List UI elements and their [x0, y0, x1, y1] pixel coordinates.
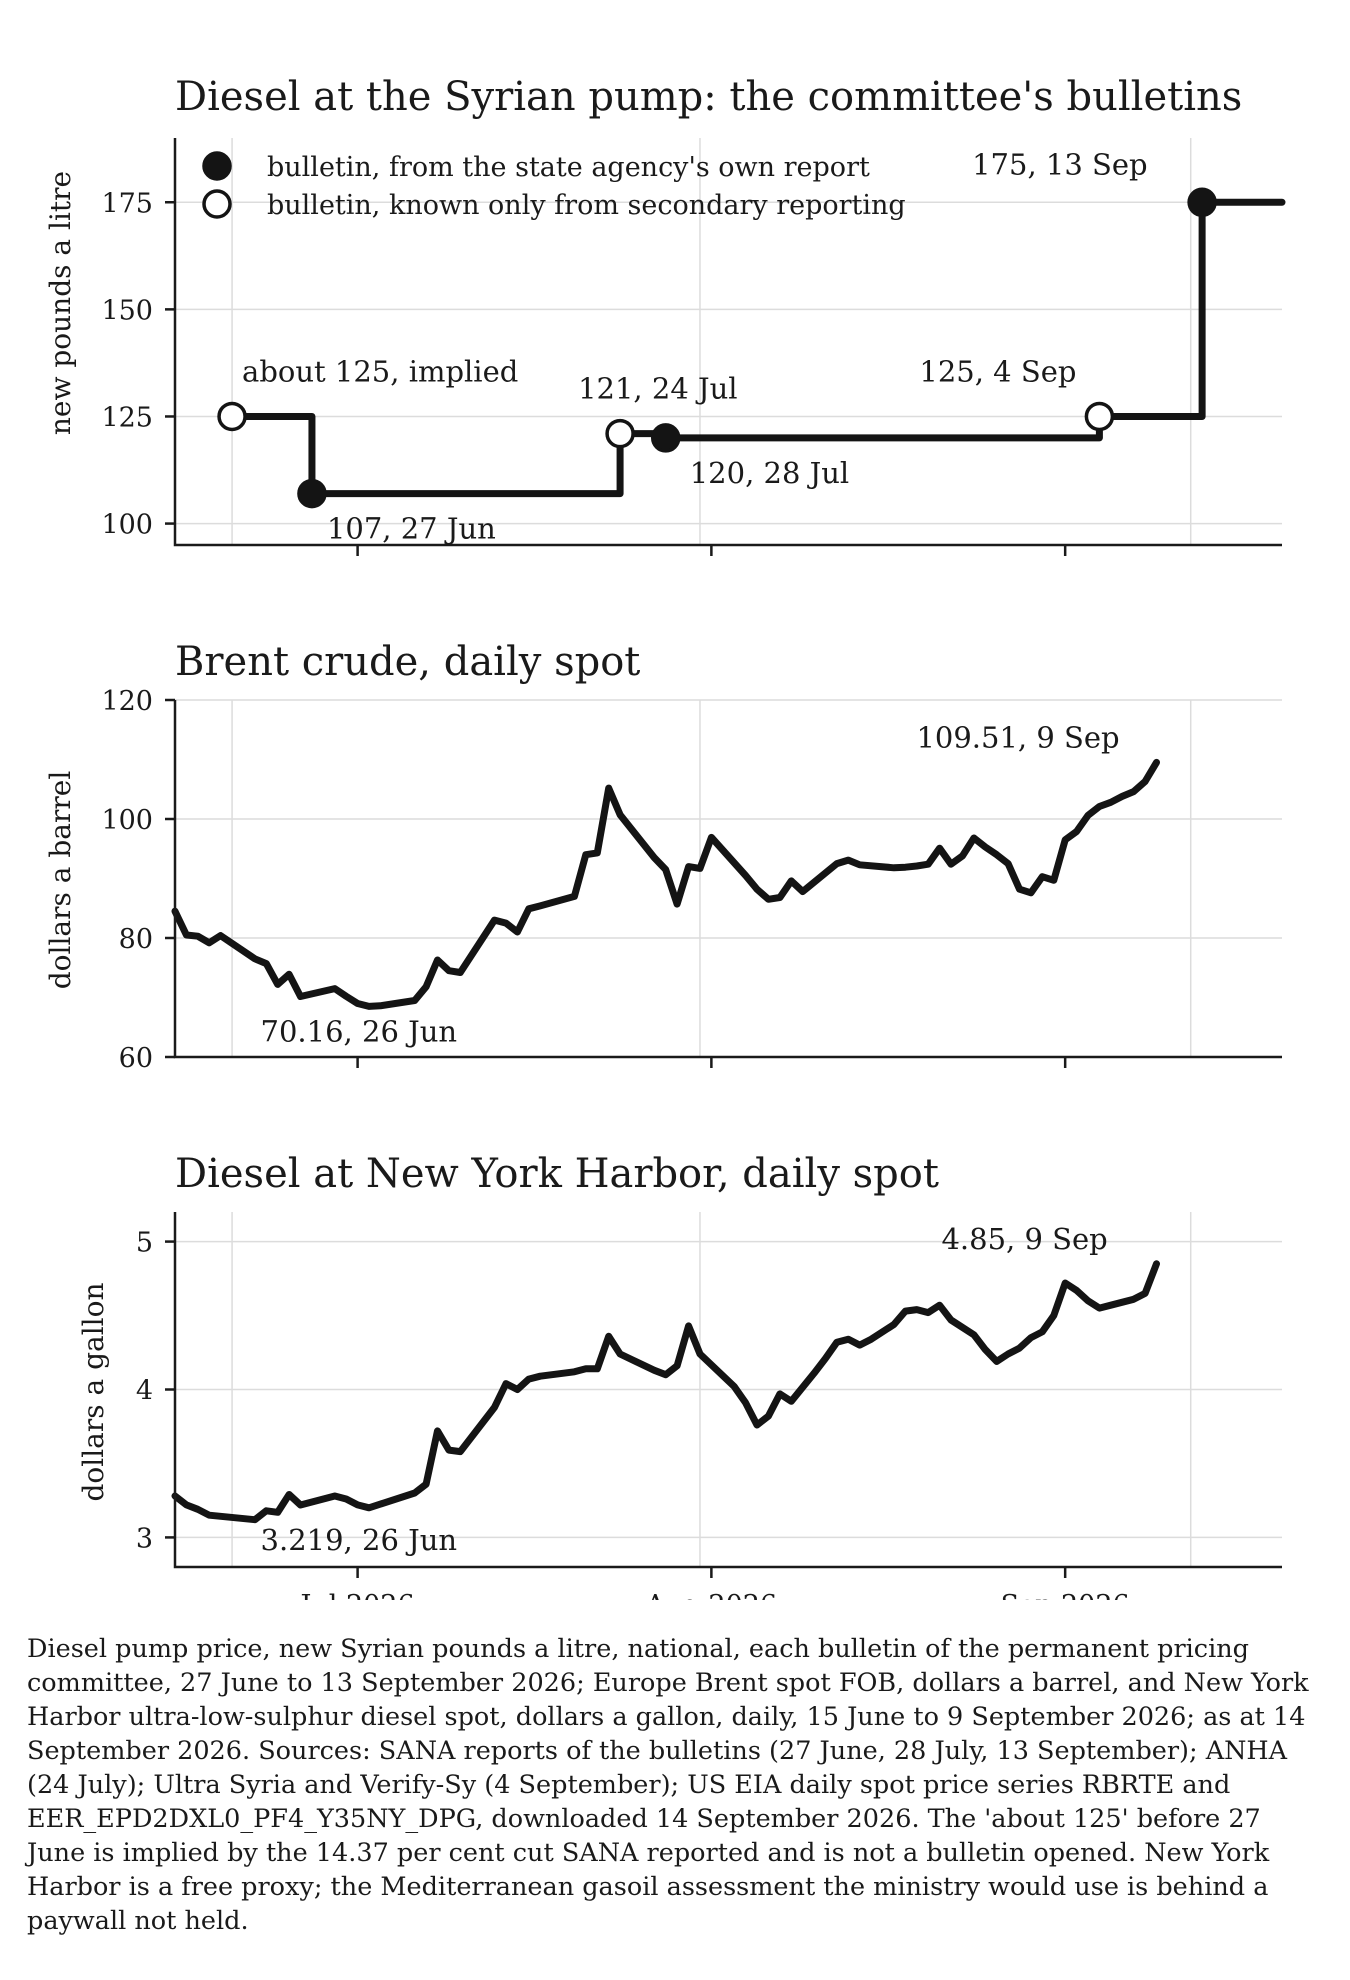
- panel-ny-harbor: Diesel at New York Harbor, daily spot 3 4…: [77, 1151, 1282, 1600]
- y-tick-label: 175: [101, 188, 153, 219]
- point-label: 175, 13 Sep: [972, 147, 1148, 181]
- point-label: 109.51, 9 Sep: [916, 720, 1119, 754]
- legend-entry-filled: bulletin, from the state agency's own re…: [267, 152, 870, 183]
- point-labels: 3.219, 26 Jun 4.85, 9 Sep: [261, 1222, 1108, 1557]
- point-label: 120, 28 Jul: [690, 456, 850, 490]
- bulletin-marker-open: [217, 401, 247, 432]
- point-label: 70.16, 26 Jun: [261, 1015, 458, 1049]
- y-tick-label: 125: [101, 402, 153, 433]
- bulletin-marker-filled: [650, 423, 681, 453]
- x-axis-ticks: [356, 1057, 1067, 1068]
- y-tick-label: 4: [136, 1376, 153, 1407]
- bulletin-marker-open: [1084, 401, 1115, 432]
- legend-entry-open: bulletin, known only from secondary repo…: [267, 190, 906, 221]
- legend-filled-marker: [202, 151, 232, 181]
- series-line: [171, 758, 1160, 1010]
- x-axis-ticks: [356, 545, 1067, 556]
- y-tick-label: 150: [101, 295, 153, 326]
- series-line: [171, 1260, 1160, 1524]
- point-label: 4.85, 9 Sep: [941, 1222, 1107, 1256]
- y-tick-label: 100: [101, 805, 153, 836]
- point-label: 121, 24 Jul: [578, 372, 738, 406]
- y-tick-label: 60: [119, 1043, 153, 1074]
- axes-spine: [173, 700, 1282, 1059]
- bulletin-marker-filled: [1187, 187, 1217, 218]
- legend: bulletin, from the state agency's own re…: [202, 151, 906, 221]
- x-tick-label: Sep 2026: [1001, 1590, 1130, 1600]
- point-labels: 70.16, 26 Jun 109.51, 9 Sep: [261, 720, 1120, 1048]
- legend-open-marker: [202, 189, 232, 219]
- y-tick-label: 5: [136, 1228, 153, 1259]
- chart-title: Diesel at New York Harbor, daily spot: [175, 1151, 939, 1197]
- y-tick-label: 100: [101, 510, 153, 541]
- x-tick-label: Jul 2026: [298, 1590, 415, 1600]
- y-axis-ticks: 100 125 150 175: [101, 188, 175, 541]
- bulletin-marker-filled: [297, 478, 327, 509]
- point-label: 3.219, 26 Jun: [261, 1523, 458, 1557]
- panel-syria-pump: Diesel at the Syrian pump: the committee…: [44, 74, 1286, 556]
- figure-caption: Diesel pump price, new Syrian pounds a l…: [27, 1634, 1309, 1936]
- chart-title: Brent crude, daily spot: [175, 639, 640, 685]
- y-axis-ticks: 3 4 5: [136, 1228, 175, 1554]
- y-tick-label: 120: [101, 686, 153, 717]
- point-label: 107, 27 Jun: [327, 512, 496, 546]
- y-tick-label: 80: [119, 924, 153, 955]
- x-axis-ticks: Jul 2026 Aug 2026 Sep 2026: [298, 1567, 1130, 1600]
- bulletin-marker-open: [605, 418, 635, 449]
- chart-title: Diesel at the Syrian pump: the committee…: [175, 74, 1242, 120]
- y-axis-ticks: 60 80 100 120: [101, 686, 175, 1074]
- y-axis-label: dollars a gallon: [77, 1282, 110, 1501]
- grid: [175, 1212, 1282, 1567]
- axes-spine: [173, 1212, 1282, 1569]
- point-label: 125, 4 Sep: [919, 354, 1076, 388]
- bulletin-markers: [217, 187, 1217, 509]
- figure: Diesel at the Syrian pump: the committee…: [44, 74, 1286, 1600]
- x-tick-label: Aug 2026: [645, 1590, 777, 1600]
- panel-brent: Brent crude, daily spot 60 80 100 120 dolla…: [44, 639, 1282, 1074]
- y-tick-label: 3: [136, 1523, 153, 1554]
- y-axis-label: dollars a barrel: [44, 771, 77, 990]
- point-labels: about 125, implied 107, 27 Jun 121, 24 Jul…: [242, 147, 1148, 545]
- series-line: [228, 198, 1286, 498]
- axes-spine: [173, 138, 1282, 547]
- y-axis-label: new pounds a litre: [44, 171, 77, 435]
- point-label: about 125, implied: [242, 354, 518, 388]
